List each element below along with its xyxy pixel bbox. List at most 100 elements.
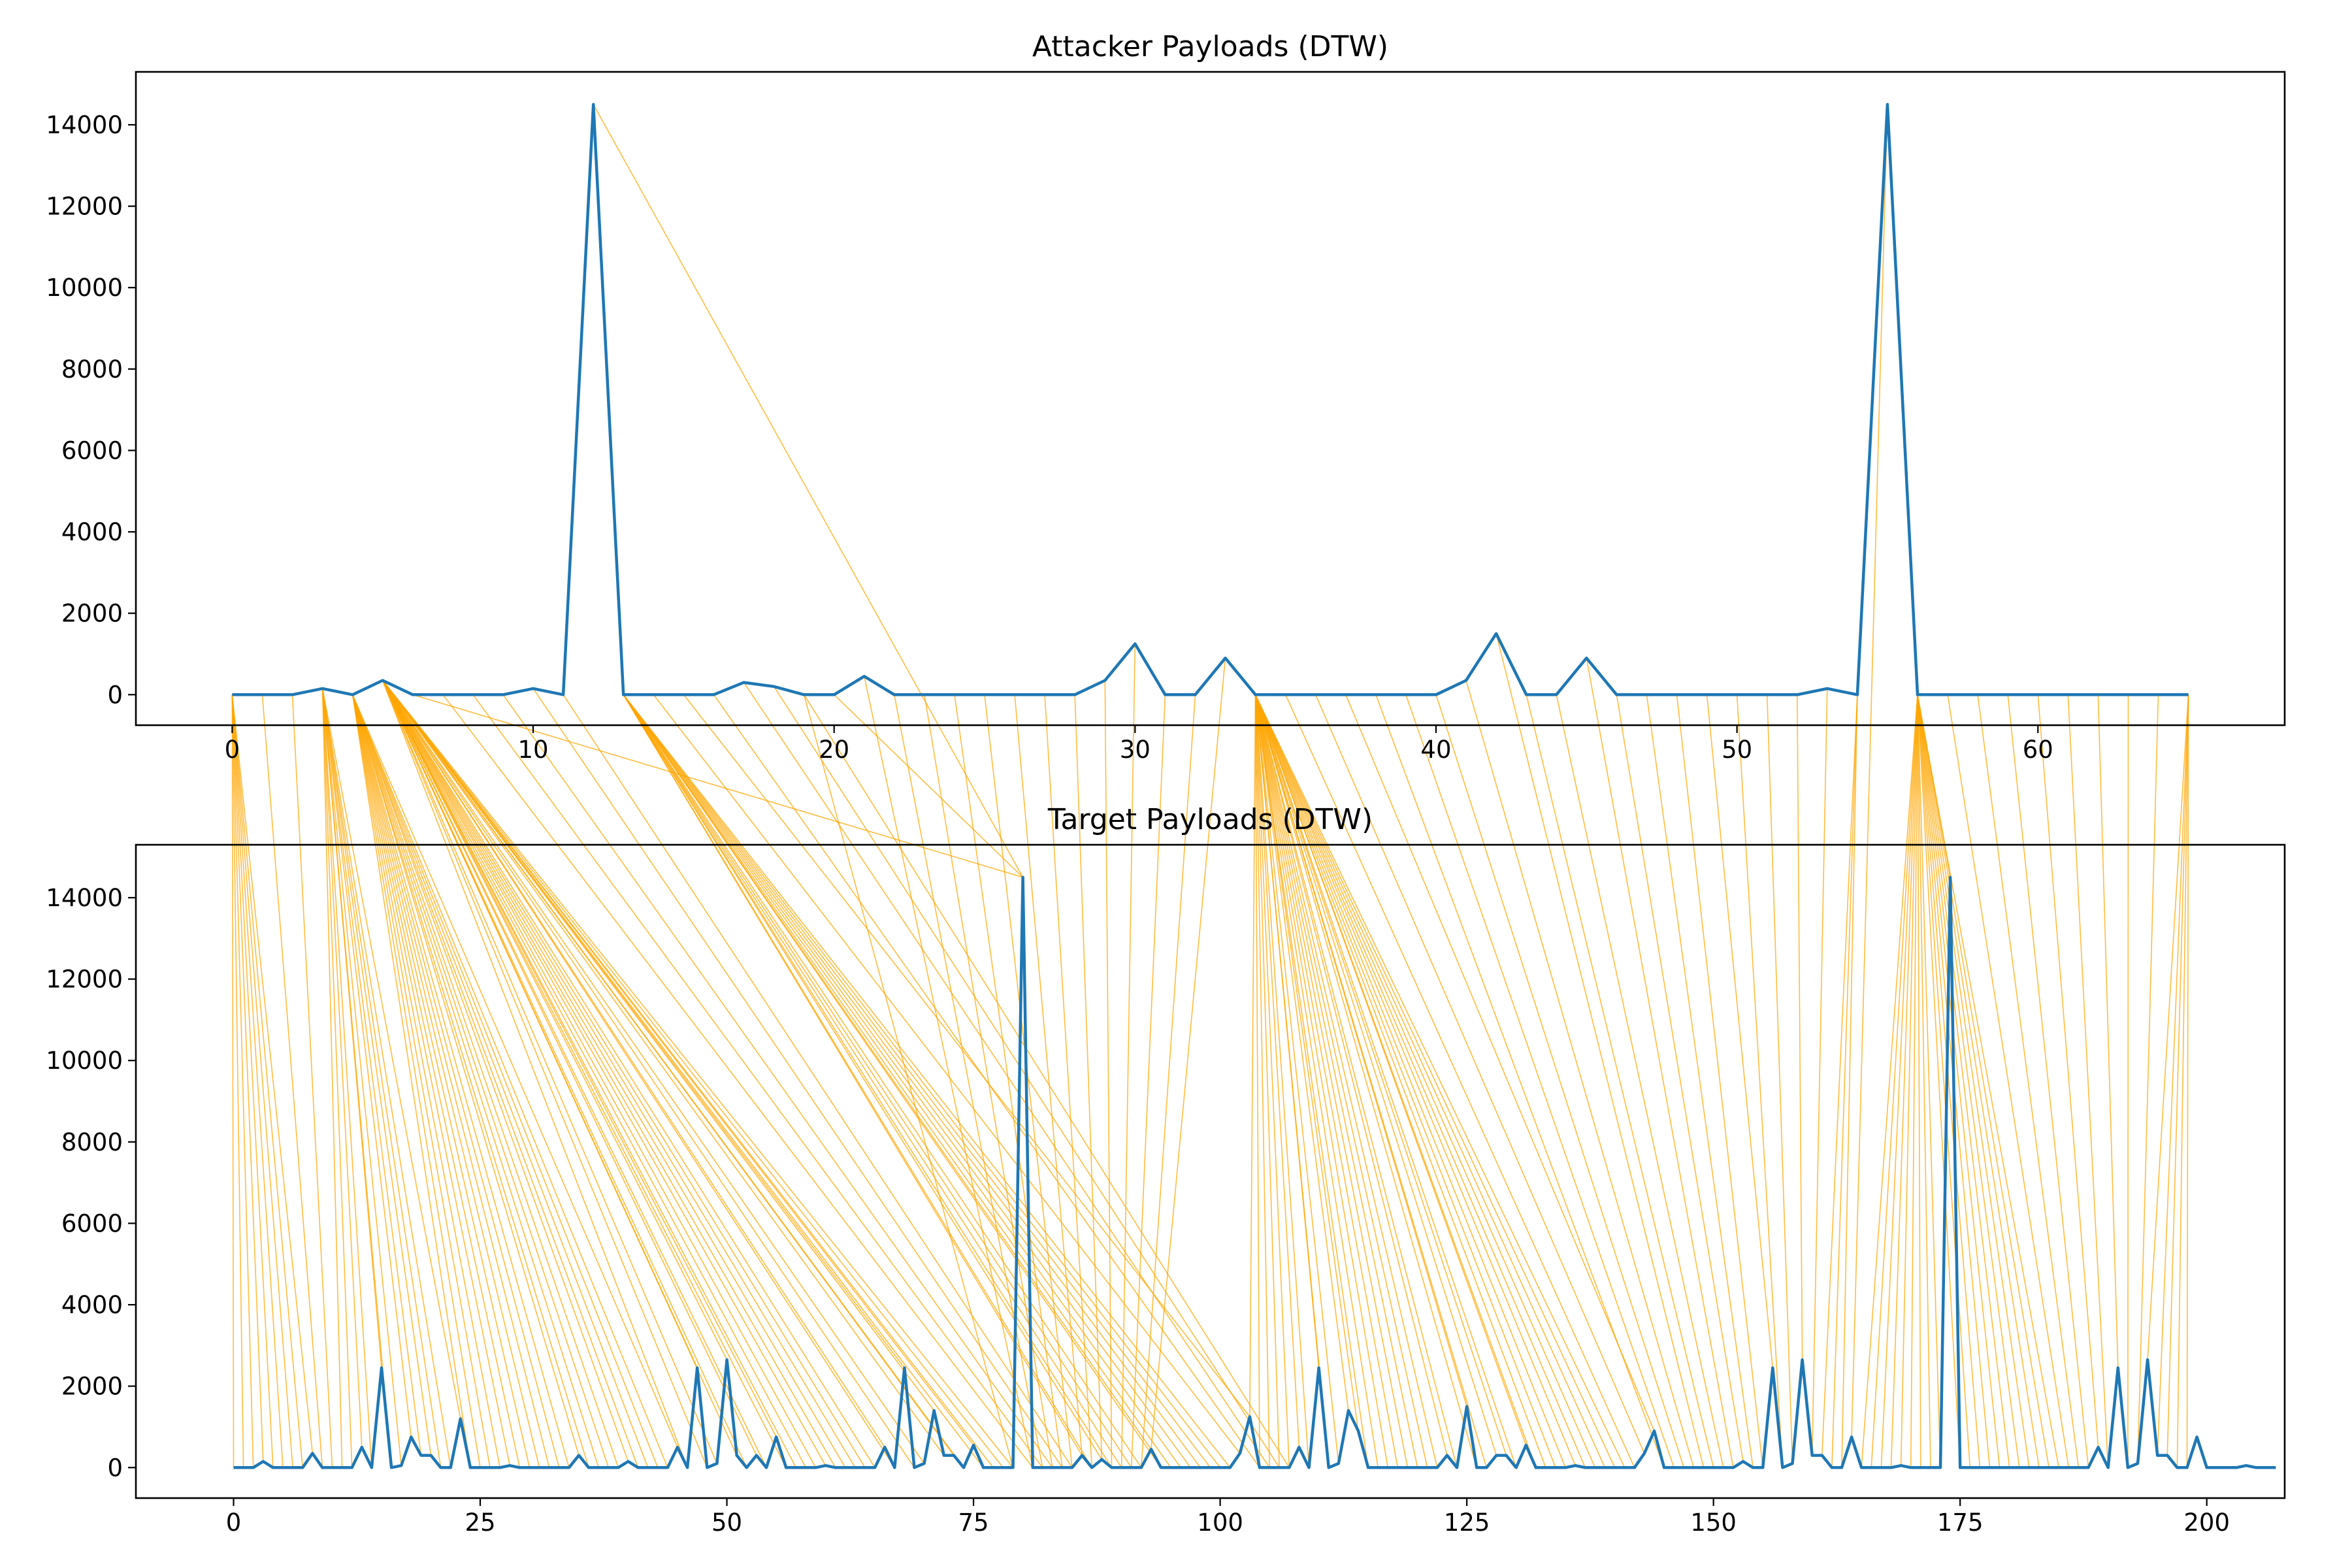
- alignment-line: [382, 680, 856, 1468]
- x-tick-label: 50: [1722, 736, 1752, 764]
- alignment-line: [1254, 694, 1369, 1468]
- y-tick-label: 2000: [61, 600, 123, 628]
- alignment-line: [984, 694, 1073, 1468]
- alignment-line: [2067, 694, 2109, 1468]
- alignment-line: [351, 694, 481, 1468]
- y-tick-label: 0: [107, 1454, 123, 1482]
- target-panel: Target Payloads (DTW) 0 25 50 75 100 125 150 17…: [46, 803, 2286, 1537]
- target-series-line: [233, 875, 2276, 1469]
- y-tick-label: 4000: [61, 1291, 123, 1319]
- alignment-line: [1880, 694, 1918, 1468]
- alignment-line: [1831, 694, 1858, 1468]
- alignment-line: [351, 694, 589, 1468]
- alignment-line: [382, 680, 708, 1468]
- alignment-line: [382, 680, 688, 1468]
- alignment-line: [1254, 694, 1576, 1466]
- alignment-line: [351, 694, 560, 1468]
- x-tick-label: 150: [1690, 1509, 1737, 1537]
- alignment-line: [1947, 694, 2070, 1468]
- alignment-line: [321, 688, 392, 1468]
- alignment-line: [321, 688, 461, 1419]
- alignment-line: [1014, 694, 1083, 1456]
- alignment-line: [1284, 694, 1635, 1468]
- alignment-line: [1254, 694, 1300, 1448]
- alignment-line: [593, 104, 1024, 878]
- alignment-line: [1120, 644, 1136, 1468]
- alignment-line: [382, 680, 935, 1411]
- target-plot-frame: [135, 843, 2286, 1499]
- alignment-line: [713, 694, 1260, 1468]
- alignment-line: [2176, 694, 2189, 1468]
- alignment-line: [1435, 694, 1685, 1468]
- alignment-line: [382, 680, 984, 1468]
- alignment-line: [2007, 694, 2089, 1468]
- alignment-line: [1917, 694, 1981, 1468]
- alignment-line: [321, 688, 412, 1437]
- y-tick-label: 12000: [46, 966, 123, 994]
- alignment-line: [623, 694, 1122, 1468]
- alignment-line: [1917, 694, 1961, 1468]
- alignment-line: [1890, 694, 1918, 1468]
- alignment-line: [1151, 658, 1226, 1450]
- alignment-line: [1254, 694, 1616, 1468]
- alignment-line: [1254, 694, 1438, 1468]
- alignment-line: [351, 694, 580, 1456]
- alignment-line: [1254, 694, 1418, 1468]
- alignment-line: [1254, 694, 1497, 1456]
- alignment-line: [231, 694, 274, 1468]
- alignment-line: [954, 694, 1063, 1468]
- alignment-line: [321, 688, 343, 1468]
- alignment-line: [1074, 694, 1103, 1460]
- attacker-panel: Attacker Payloads (DTW) 0 10 20 30 40 50 60 0 20…: [46, 30, 2286, 764]
- alignment-line: [1917, 694, 1971, 1468]
- alignment-line: [2127, 694, 2129, 1468]
- alignment-line: [1254, 694, 1477, 1468]
- x-tick-label: 20: [819, 736, 849, 764]
- y-tick-label: 4000: [61, 518, 123, 546]
- alignment-line: [623, 694, 1171, 1468]
- alignment-line: [382, 680, 826, 1466]
- alignment-line: [1556, 694, 1724, 1468]
- alignment-line: [1977, 694, 2080, 1468]
- alignment-line: [231, 694, 314, 1454]
- alignment-line: [1254, 694, 1606, 1468]
- attacker-plot-frame: [135, 71, 2286, 727]
- alignment-line: [382, 680, 738, 1456]
- alignment-line: [351, 694, 500, 1468]
- alignment-line: [321, 688, 363, 1448]
- alignment-line: [351, 694, 678, 1448]
- alignment-line: [1917, 694, 1931, 1468]
- alignment-line: [623, 694, 1191, 1468]
- x-tick-label: 40: [1420, 736, 1451, 764]
- alignment-line: [1254, 694, 1488, 1468]
- alignment-line: [1706, 694, 1774, 1368]
- x-tick-label: 60: [2023, 736, 2053, 764]
- alignment-line: [1254, 694, 1566, 1468]
- alignment-line: [382, 680, 846, 1468]
- y-tick-label: 10000: [46, 1047, 123, 1075]
- alignment-line: [1736, 694, 1784, 1468]
- alignment-line: [1254, 694, 1586, 1468]
- alignment-line: [2157, 694, 2189, 1456]
- alignment-line: [1917, 694, 1921, 1468]
- y-tick-label: 10000: [46, 274, 123, 302]
- alignment-line: [382, 680, 767, 1468]
- alignment-line: [1917, 694, 2050, 1468]
- alignment-line: [1900, 694, 1918, 1466]
- y-tick-label: 14000: [46, 884, 123, 912]
- alignment-line: [1130, 694, 1166, 1468]
- alignment-line: [1044, 694, 1093, 1468]
- alignment-line: [351, 694, 659, 1468]
- y-tick-label: 14000: [46, 111, 123, 139]
- alignment-line: [231, 694, 235, 1468]
- alignment-line: [1616, 694, 1744, 1462]
- alignment-line: [1870, 694, 1918, 1468]
- alignment-line: [1254, 694, 1556, 1468]
- alignment-line: [382, 680, 787, 1468]
- alignment-line: [231, 694, 303, 1468]
- alignment-line: [1254, 694, 1537, 1468]
- alignment-line: [803, 694, 1290, 1468]
- alignment-line: [803, 694, 1014, 1468]
- x-tick-label: 50: [711, 1509, 742, 1537]
- alignment-line: [351, 694, 599, 1468]
